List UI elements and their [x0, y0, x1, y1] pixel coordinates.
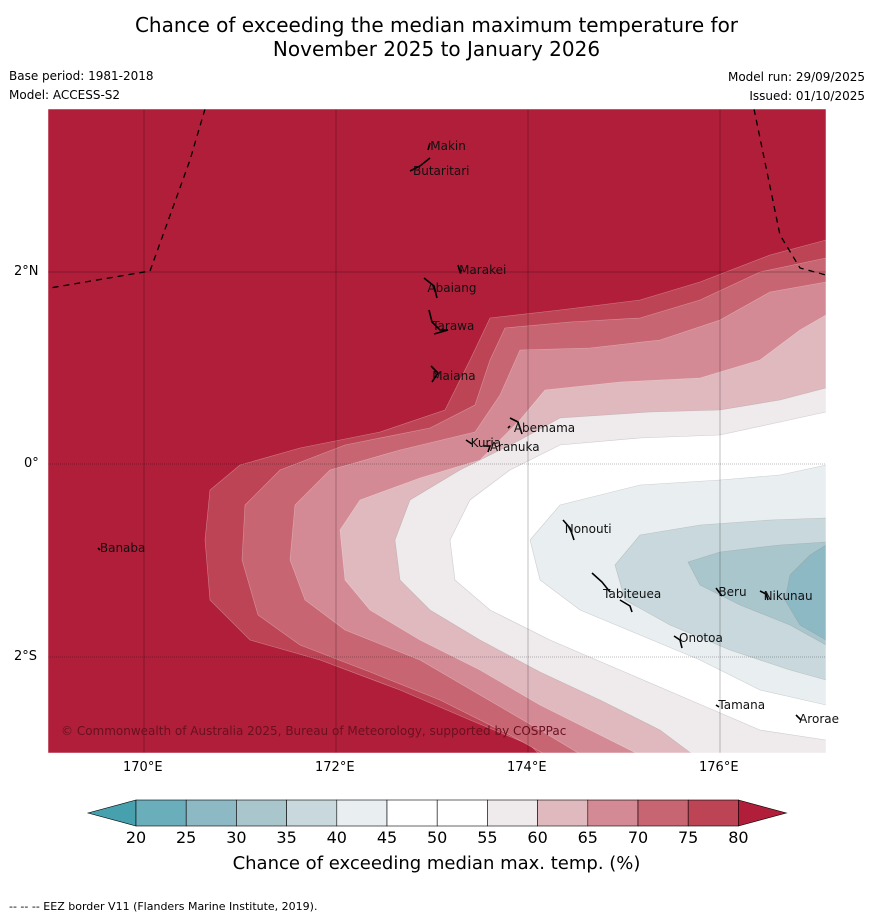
colorbar-tick-75: 75 [678, 828, 699, 847]
chart-title-line-2: November 2025 to January 2026 [272, 37, 601, 61]
place-label-makin: Makin [430, 138, 466, 153]
base-period: Base period: 1981-2018 [9, 69, 154, 83]
colorbar-tick-45: 45 [376, 828, 398, 847]
colorbar-tick-80: 80 [728, 828, 749, 847]
islands [97, 142, 802, 721]
colorbar-segment-65-70 [587, 799, 639, 827]
model-run: Model run: 29/09/2025 [727, 70, 865, 84]
colorbar-tick-20: 20 [125, 828, 147, 847]
colorbar-segment-25-30 [185, 799, 237, 827]
colorbar-segment-60-65 [537, 799, 589, 827]
lon-tick-170: 170°E [123, 760, 163, 775]
lon-tick-176: 176°E [699, 760, 739, 775]
place-label-tabiteuea: Tabiteuea [603, 587, 662, 602]
lat-tick-0: 0° [24, 456, 39, 471]
colorbar-tick-60: 60 [527, 828, 548, 847]
colorbar-segment-30-35 [236, 799, 287, 827]
colorbar-segment-35-40 [286, 799, 338, 827]
colorbar-tick-30: 30 [226, 828, 247, 847]
place-label-abemama: Abemama [513, 421, 576, 436]
lon-tick-172: 172°E [315, 760, 355, 775]
colorbar-tick-65: 65 [577, 828, 598, 847]
colorbar-segment-55-60 [487, 799, 538, 827]
place-label-arorae: Arorae [799, 712, 839, 727]
map-frame [47, 108, 827, 754]
place-label-maiana: Maiana [432, 369, 476, 384]
colorbar-tick-35: 35 [276, 828, 297, 847]
colorbar [86, 799, 788, 827]
place-label-nikunau: Nikunau [763, 589, 813, 604]
colorbar-under-arrow [86, 799, 137, 827]
eez-border [49, 108, 827, 289]
colorbar-segment-45-50 [386, 799, 438, 827]
model-name: Model: ACCESS-S2 [9, 88, 121, 102]
place-label-tamana: Tamana [718, 697, 766, 712]
colorbar-segment-50-55 [436, 799, 488, 827]
band-25-30 [784, 544, 826, 641]
band-30-35 [687, 541, 826, 646]
colorbar-tick-50: 50 [427, 828, 448, 847]
colorbar-segment-20-25 [135, 799, 187, 827]
place-label-butaritari: Butaritari [412, 164, 470, 179]
colorbar-segment-40-45 [336, 799, 388, 827]
eez-footnote: -- -- -- EEZ border V11 (Flanders Marine… [9, 900, 318, 913]
place-label-onotoa: Onotoa [679, 630, 723, 645]
place-label-abaiang: Abaiang [427, 280, 477, 295]
place-label-kuria: Kuria [470, 436, 502, 451]
colorbar-tick-70: 70 [627, 828, 649, 847]
issued-date: Issued: 01/10/2025 [749, 89, 865, 103]
lon-tick-174: 174°E [507, 760, 547, 775]
colorbar-over-arrow [738, 799, 788, 827]
colorbar-segment-70-75 [637, 799, 689, 827]
place-label-nonouti: Nonouti [564, 522, 612, 537]
graticule [48, 109, 826, 753]
place-label-tarawa: Tarawa [432, 319, 475, 334]
lat-tick-2n: 2°N [14, 264, 39, 279]
place-label-aranuka: Aranuka [489, 440, 540, 455]
probability-field [48, 109, 826, 753]
colorbar-tick-25: 25 [176, 828, 197, 847]
place-label-banaba: Banaba [99, 541, 146, 556]
colorbar-title: Chance of exceeding median max. temp. (%… [232, 853, 641, 874]
lat-tick-2s: 2°S [14, 649, 38, 664]
colorbar-tick-55: 55 [477, 828, 498, 847]
copyright-notice: © Commonwealth of Australia 2025, Bureau… [61, 724, 567, 738]
place-label-marakei: Marakei [459, 263, 507, 278]
colorbar-segment-75-80 [687, 799, 739, 827]
place-label-beru: Beru [718, 585, 747, 600]
chart-title-line-1: Chance of exceeding the median maximum t… [134, 13, 739, 37]
colorbar-tick-40: 40 [326, 828, 347, 847]
